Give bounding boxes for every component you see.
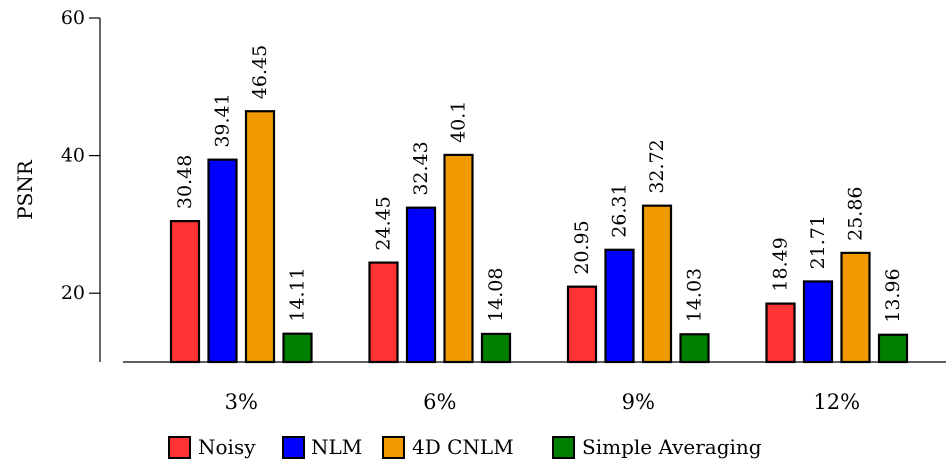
bar — [368, 261, 399, 364]
bar — [840, 251, 871, 364]
legend: Noisy NLM 4D CNLM Simple Averaging — [168, 435, 762, 459]
bar — [802, 280, 834, 364]
bar-value-label: 14.11 — [287, 267, 309, 321]
bar-value-label: 40.1 — [448, 101, 470, 143]
category-labels: 3% 6% 9% 12% — [225, 390, 861, 414]
bars — [169, 110, 909, 364]
bar-value-label: 32.72 — [646, 139, 668, 193]
x-category-label: 12% — [813, 390, 860, 414]
bar — [405, 206, 437, 364]
bar-value-label: 32.43 — [410, 141, 432, 195]
bar — [244, 110, 276, 364]
bar-value-label: 18.49 — [770, 237, 792, 291]
bar — [566, 285, 598, 364]
x-category-label: 9% — [622, 390, 655, 414]
y-tick-label: 40 — [61, 145, 85, 167]
bar-value-label: 26.31 — [609, 183, 631, 237]
bar-value-label: 25.86 — [845, 186, 867, 240]
bar-value-label: 14.03 — [684, 268, 706, 322]
bar — [282, 332, 313, 364]
bar — [443, 153, 474, 364]
legend-label: Noisy — [198, 435, 256, 459]
y-axis-label: PSNR — [13, 159, 37, 220]
bar — [641, 204, 673, 364]
bar-value-label: 39.41 — [212, 93, 234, 147]
y-tick-label: 20 — [61, 282, 85, 304]
legend-swatch — [552, 436, 575, 459]
bar — [604, 248, 635, 364]
bar-value-label: 13.96 — [882, 268, 904, 322]
legend-swatch — [282, 436, 305, 459]
bar — [169, 219, 201, 364]
legend-label: NLM — [311, 435, 362, 459]
bar-value-label: 30.48 — [174, 155, 196, 209]
bar-value-label: 21.71 — [807, 215, 829, 269]
bar — [207, 158, 238, 364]
bar — [765, 302, 796, 364]
bar-value-label: 24.45 — [373, 196, 395, 250]
legend-swatch — [168, 436, 191, 459]
value-labels: 30.48 39.41 46.45 14.11 24.45 32.43 40.1 14.08 2… — [174, 45, 904, 323]
y-tick-label: 60 — [61, 7, 85, 29]
x-category-label: 3% — [225, 390, 258, 414]
legend-swatch — [382, 436, 405, 459]
bar — [679, 333, 710, 364]
bar — [480, 332, 512, 364]
bar — [877, 333, 909, 364]
legend-label: Simple Averaging — [582, 435, 762, 459]
bar-value-label: 46.45 — [249, 45, 271, 99]
legend-label: 4D CNLM — [412, 435, 514, 459]
bar-value-label: 20.95 — [571, 220, 593, 274]
bar-value-label: 14.08 — [485, 268, 507, 322]
x-category-label: 6% — [423, 390, 456, 414]
